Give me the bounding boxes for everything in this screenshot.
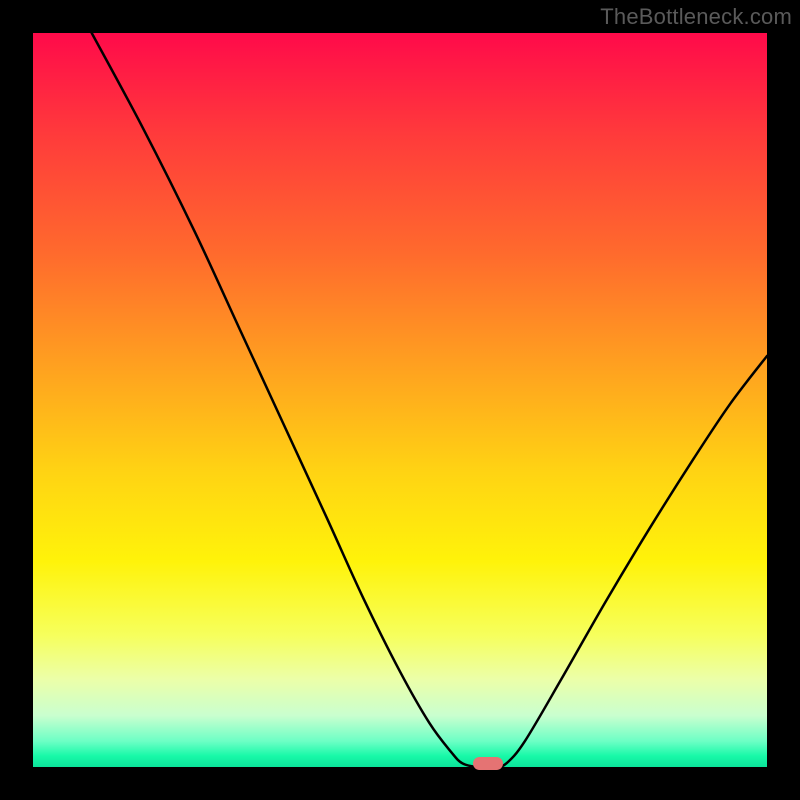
attribution-text: TheBottleneck.com xyxy=(600,4,792,30)
plot-area xyxy=(33,33,767,767)
curve-path xyxy=(92,33,767,767)
chart-stage: TheBottleneck.com xyxy=(0,0,800,800)
bottleneck-curve xyxy=(33,33,767,767)
optimum-marker xyxy=(473,757,502,770)
